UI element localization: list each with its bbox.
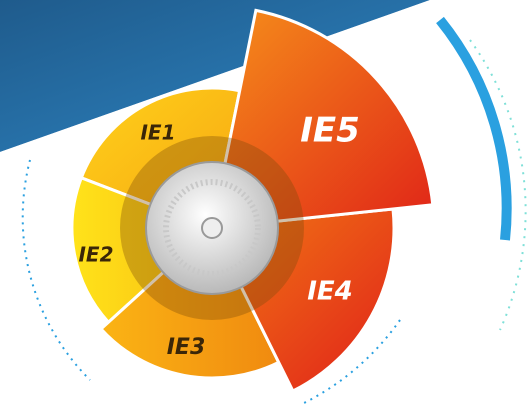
dial-decoration <box>21 16 527 406</box>
segment-label: IE4 <box>307 277 353 307</box>
segment-label: IE3 <box>167 335 206 360</box>
segment-label: IE2 <box>78 243 113 267</box>
hub-detail <box>163 179 261 277</box>
segment-label: IE1 <box>140 121 175 145</box>
segment <box>210 8 435 230</box>
segment <box>98 225 281 380</box>
segment-label: IE5 <box>300 111 360 151</box>
hub-center <box>201 217 223 239</box>
segment <box>70 175 215 325</box>
